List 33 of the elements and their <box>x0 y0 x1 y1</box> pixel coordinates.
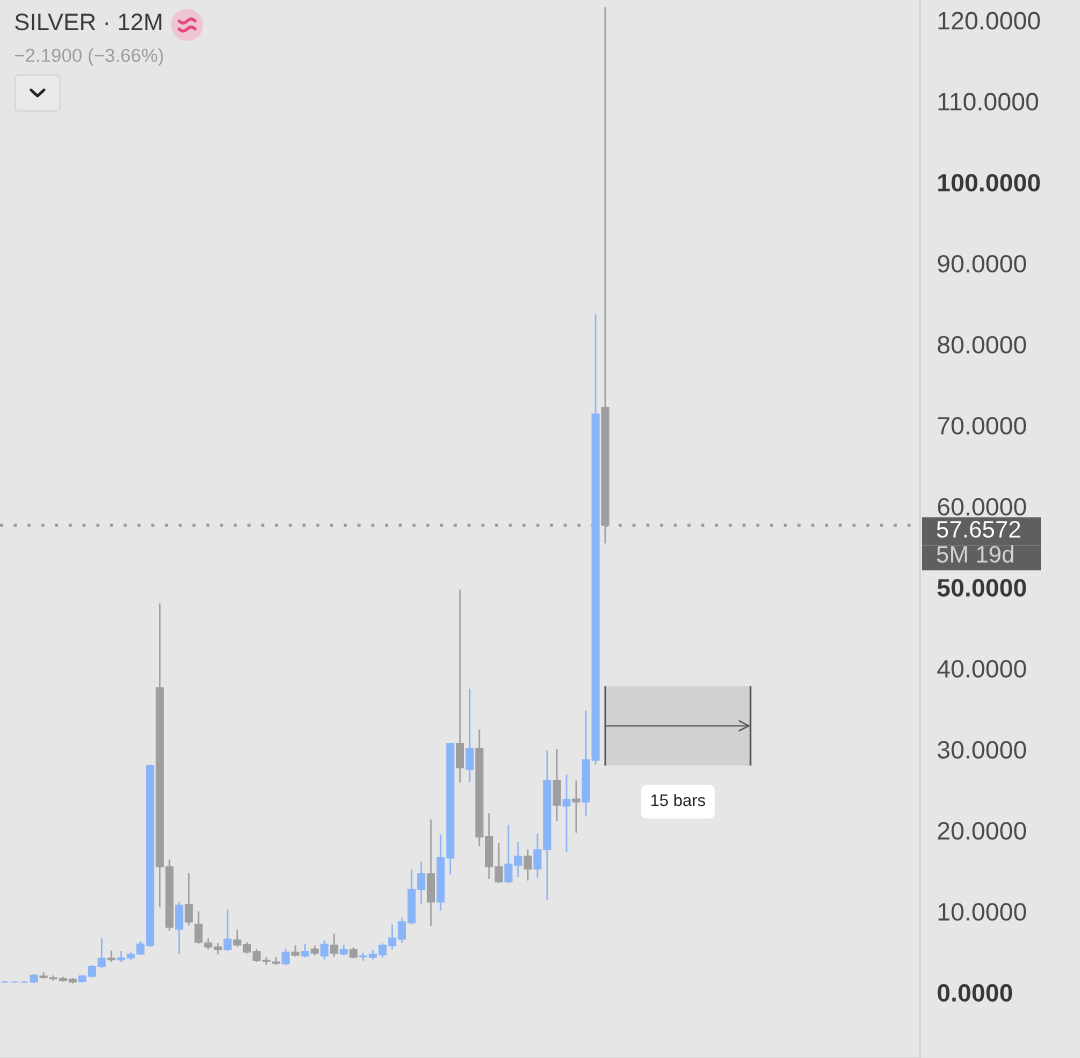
candlestick <box>271 957 281 965</box>
candlestick <box>175 901 184 954</box>
text: 5M 19d <box>936 545 1014 563</box>
candlestick <box>562 774 571 852</box>
y-tick-label: 20.0000 <box>937 821 1027 840</box>
candlestick <box>465 688 474 783</box>
y-tick-label: 70.0000 <box>937 416 1027 435</box>
candlestick <box>213 943 222 955</box>
y-tick-label: 60.0000 <box>937 497 1027 516</box>
candlestick <box>455 589 465 783</box>
band-label: 15 bars <box>651 793 706 807</box>
candlestick <box>330 933 339 957</box>
ref-line-label: 57.6572 <box>936 520 1021 538</box>
y-tick-label: 30.0000 <box>937 740 1027 759</box>
text: −2.1900 (−3.66%) <box>14 48 163 66</box>
y-tick-label: 120.0000 <box>938 11 1040 30</box>
y-tick-label: 10.0000 <box>938 902 1027 921</box>
y-tick-label: 40.0000 <box>937 659 1027 678</box>
y-tick-label: 0.0000 <box>937 983 1013 1002</box>
chart-title: SILVER · 12M <box>15 13 162 31</box>
y-tick-label: 50.0000 <box>937 578 1027 597</box>
y-tick-label: 100.0000 <box>938 173 1040 192</box>
candlestick <box>523 849 532 881</box>
y-tick-label: 80.0000 <box>937 335 1027 354</box>
candlestick <box>494 842 503 883</box>
y-tick-label: 110.0000 <box>938 92 1039 111</box>
candlestick <box>223 909 232 952</box>
y-tick-label: 90.0000 <box>937 254 1027 273</box>
candlestick <box>572 780 581 833</box>
candlestick <box>117 951 126 963</box>
candlestick <box>184 873 193 926</box>
candlestick <box>359 952 368 961</box>
candlestick <box>97 938 106 969</box>
